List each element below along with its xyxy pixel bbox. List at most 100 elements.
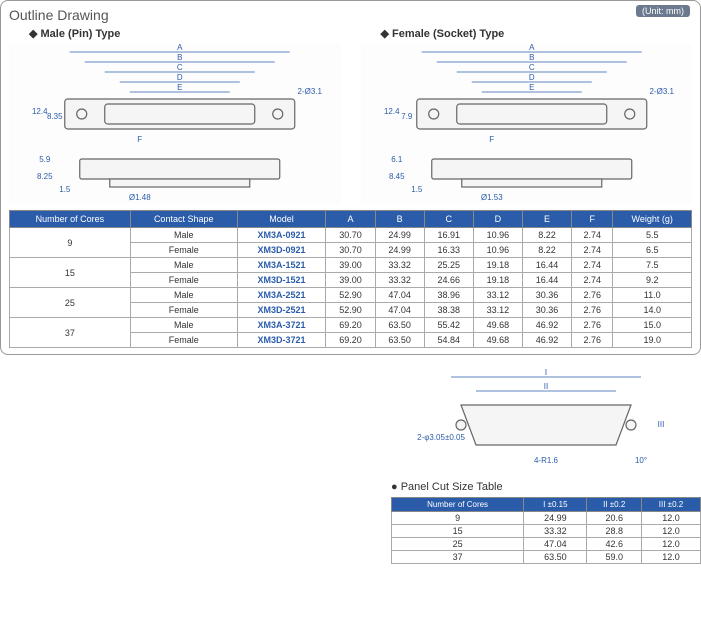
cell: 33.32 bbox=[524, 525, 587, 538]
table-row: 3763.5059.012.0 bbox=[392, 551, 701, 564]
cell: 7.5 bbox=[613, 258, 692, 273]
cell: 9.2 bbox=[613, 273, 692, 288]
col-header: Contact Shape bbox=[130, 211, 237, 228]
col-header: C bbox=[424, 211, 473, 228]
lower-section: I II III 2-φ3.05±0.05 4-R1.6 10° Panel C… bbox=[0, 365, 701, 564]
cell: 69.20 bbox=[326, 318, 375, 333]
table-row: 25MaleXM3A-252152.9047.0438.9633.1230.36… bbox=[10, 288, 692, 303]
cell: 14.0 bbox=[613, 303, 692, 318]
cell: XM3D-0921 bbox=[237, 243, 326, 258]
cell: 12.0 bbox=[641, 538, 700, 551]
cell: 16.91 bbox=[424, 228, 473, 243]
cell: 9 bbox=[392, 512, 524, 525]
cell: 47.04 bbox=[524, 538, 587, 551]
svg-text:2-Ø3.1: 2-Ø3.1 bbox=[649, 87, 674, 96]
cell: XM3A-3721 bbox=[237, 318, 326, 333]
svg-text:B: B bbox=[177, 53, 182, 62]
svg-text:8.25: 8.25 bbox=[37, 172, 53, 181]
svg-text:E: E bbox=[529, 83, 534, 92]
cell: XM3A-1521 bbox=[237, 258, 326, 273]
col-header: Model bbox=[237, 211, 326, 228]
cell: 2.74 bbox=[572, 258, 613, 273]
cell: 16.44 bbox=[522, 273, 571, 288]
cell: 24.99 bbox=[524, 512, 587, 525]
cell: 2.76 bbox=[572, 333, 613, 348]
cell: 33.12 bbox=[473, 288, 522, 303]
col-header: Weight (g) bbox=[613, 211, 692, 228]
unit-badge: (Unit: mm) bbox=[636, 5, 690, 17]
cell: 46.92 bbox=[522, 333, 571, 348]
cell: 20.6 bbox=[587, 512, 642, 525]
cell: 5.5 bbox=[613, 228, 692, 243]
cell: Female bbox=[130, 303, 237, 318]
svg-text:A: A bbox=[529, 44, 535, 52]
cell: 46.92 bbox=[522, 318, 571, 333]
cell: 19.18 bbox=[473, 273, 522, 288]
svg-text:1.5: 1.5 bbox=[411, 185, 423, 194]
cell: 38.38 bbox=[424, 303, 473, 318]
cell: 30.36 bbox=[522, 288, 571, 303]
cell: 2.76 bbox=[572, 288, 613, 303]
cell: 16.44 bbox=[522, 258, 571, 273]
table-row: 2547.0442.612.0 bbox=[392, 538, 701, 551]
cell: 33.12 bbox=[473, 303, 522, 318]
table-row: 37MaleXM3A-372169.2063.5055.4249.6846.92… bbox=[10, 318, 692, 333]
col-header: A bbox=[326, 211, 375, 228]
cell: 59.0 bbox=[587, 551, 642, 564]
cell: 30.70 bbox=[326, 228, 375, 243]
cell: XM3D-3721 bbox=[237, 333, 326, 348]
col-header: D bbox=[473, 211, 522, 228]
cores-cell: 37 bbox=[10, 318, 131, 348]
cell: 2.74 bbox=[572, 273, 613, 288]
cell: XM3D-1521 bbox=[237, 273, 326, 288]
cell: 12.0 bbox=[641, 525, 700, 538]
svg-text:E: E bbox=[177, 83, 182, 92]
cell: 33.32 bbox=[375, 273, 424, 288]
svg-text:II: II bbox=[544, 382, 548, 391]
panel-cut-table: Number of CoresI ±0.15II ±0.2III ±0.2 92… bbox=[391, 497, 701, 564]
svg-text:4-R1.6: 4-R1.6 bbox=[534, 456, 559, 465]
cell: XM3A-0921 bbox=[237, 228, 326, 243]
svg-text:C: C bbox=[177, 63, 183, 72]
cell: Female bbox=[130, 333, 237, 348]
svg-text:10°: 10° bbox=[635, 456, 647, 465]
cell: 38.96 bbox=[424, 288, 473, 303]
panel-cut-drawing: I II III 2-φ3.05±0.05 4-R1.6 10° bbox=[391, 365, 701, 475]
cell: 25 bbox=[392, 538, 524, 551]
cell: Female bbox=[130, 273, 237, 288]
panel-cut-column: I II III 2-φ3.05±0.05 4-R1.6 10° Panel C… bbox=[391, 365, 701, 564]
svg-text:Ø1.53: Ø1.53 bbox=[480, 193, 502, 202]
cell: 6.5 bbox=[613, 243, 692, 258]
female-header: Female (Socket) Type bbox=[361, 27, 693, 40]
cell: 30.36 bbox=[522, 303, 571, 318]
cell: Male bbox=[130, 228, 237, 243]
table-row: 924.9920.612.0 bbox=[392, 512, 701, 525]
col-header: F bbox=[572, 211, 613, 228]
col-header: Number of Cores bbox=[10, 211, 131, 228]
svg-text:12.4: 12.4 bbox=[32, 107, 48, 116]
cell: 25.25 bbox=[424, 258, 473, 273]
svg-text:I: I bbox=[545, 368, 547, 377]
svg-text:2-Ø3.1: 2-Ø3.1 bbox=[298, 87, 323, 96]
svg-text:D: D bbox=[177, 73, 183, 82]
cell: 52.90 bbox=[326, 288, 375, 303]
cell: 55.42 bbox=[424, 318, 473, 333]
cell: 28.8 bbox=[587, 525, 642, 538]
table-row: 15MaleXM3A-152139.0033.3225.2519.1816.44… bbox=[10, 258, 692, 273]
svg-text:12.4: 12.4 bbox=[383, 107, 399, 116]
cell: 63.50 bbox=[375, 333, 424, 348]
svg-text:7.9: 7.9 bbox=[401, 112, 413, 121]
svg-text:8.45: 8.45 bbox=[388, 172, 404, 181]
cell: 33.32 bbox=[375, 258, 424, 273]
cell: 2.74 bbox=[572, 243, 613, 258]
cell: 49.68 bbox=[473, 333, 522, 348]
main-table: Number of CoresContact ShapeModelABCDEFW… bbox=[9, 210, 692, 348]
female-column: Female (Socket) Type A B C D E 2-Ø3.1 12… bbox=[361, 27, 693, 204]
cell: XM3D-2521 bbox=[237, 303, 326, 318]
cores-cell: 15 bbox=[10, 258, 131, 288]
cores-cell: 9 bbox=[10, 228, 131, 258]
panel-cut-title: Panel Cut Size Table bbox=[391, 481, 701, 493]
cell: Male bbox=[130, 288, 237, 303]
cell: 54.84 bbox=[424, 333, 473, 348]
col-header: Number of Cores bbox=[392, 498, 524, 512]
